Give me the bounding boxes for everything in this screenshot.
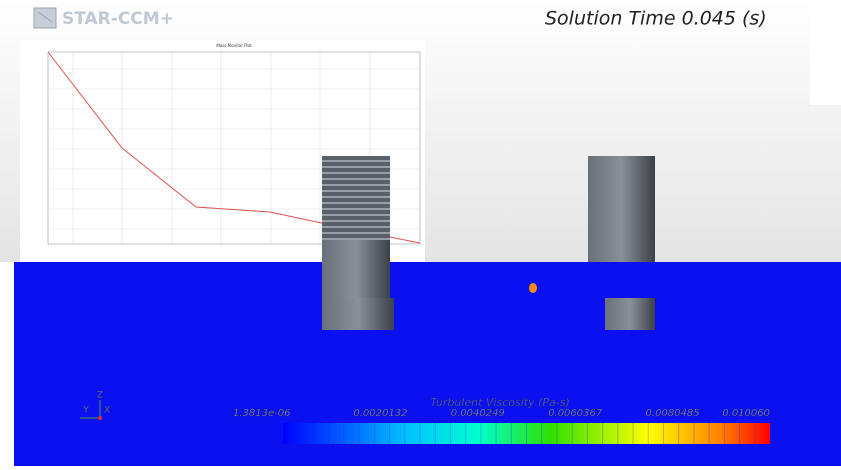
particle <box>529 283 537 293</box>
colorbar-label: 0.0040249 <box>451 408 505 419</box>
cylinder <box>588 156 655 262</box>
colorbar-label: 0.0080485 <box>646 408 700 419</box>
background <box>0 262 14 466</box>
triad-label: X <box>104 406 110 416</box>
solution-time: Solution Time 0.045 (s) <box>545 8 767 30</box>
cylinder-base <box>322 298 394 330</box>
colorbar-label: 0.0060367 <box>548 408 603 419</box>
cylinder-base <box>605 298 655 330</box>
cylinder <box>322 240 390 298</box>
plot-title: Mass Monitor Plot <box>216 43 252 48</box>
logo-icon <box>34 8 56 28</box>
colorbar-label: 0.010060 <box>722 408 770 419</box>
scene: STAR-CCM+ Solution Time 0.045 (s) Mass M… <box>0 0 841 466</box>
colorbar-label: 0.0020132 <box>353 408 407 419</box>
triad-label: Z <box>97 391 103 401</box>
triad-label: Y <box>82 406 89 416</box>
colorbar-label: 1.3813e-06 <box>233 408 290 419</box>
logo: STAR-CCM+ <box>62 9 174 29</box>
background <box>810 0 841 105</box>
